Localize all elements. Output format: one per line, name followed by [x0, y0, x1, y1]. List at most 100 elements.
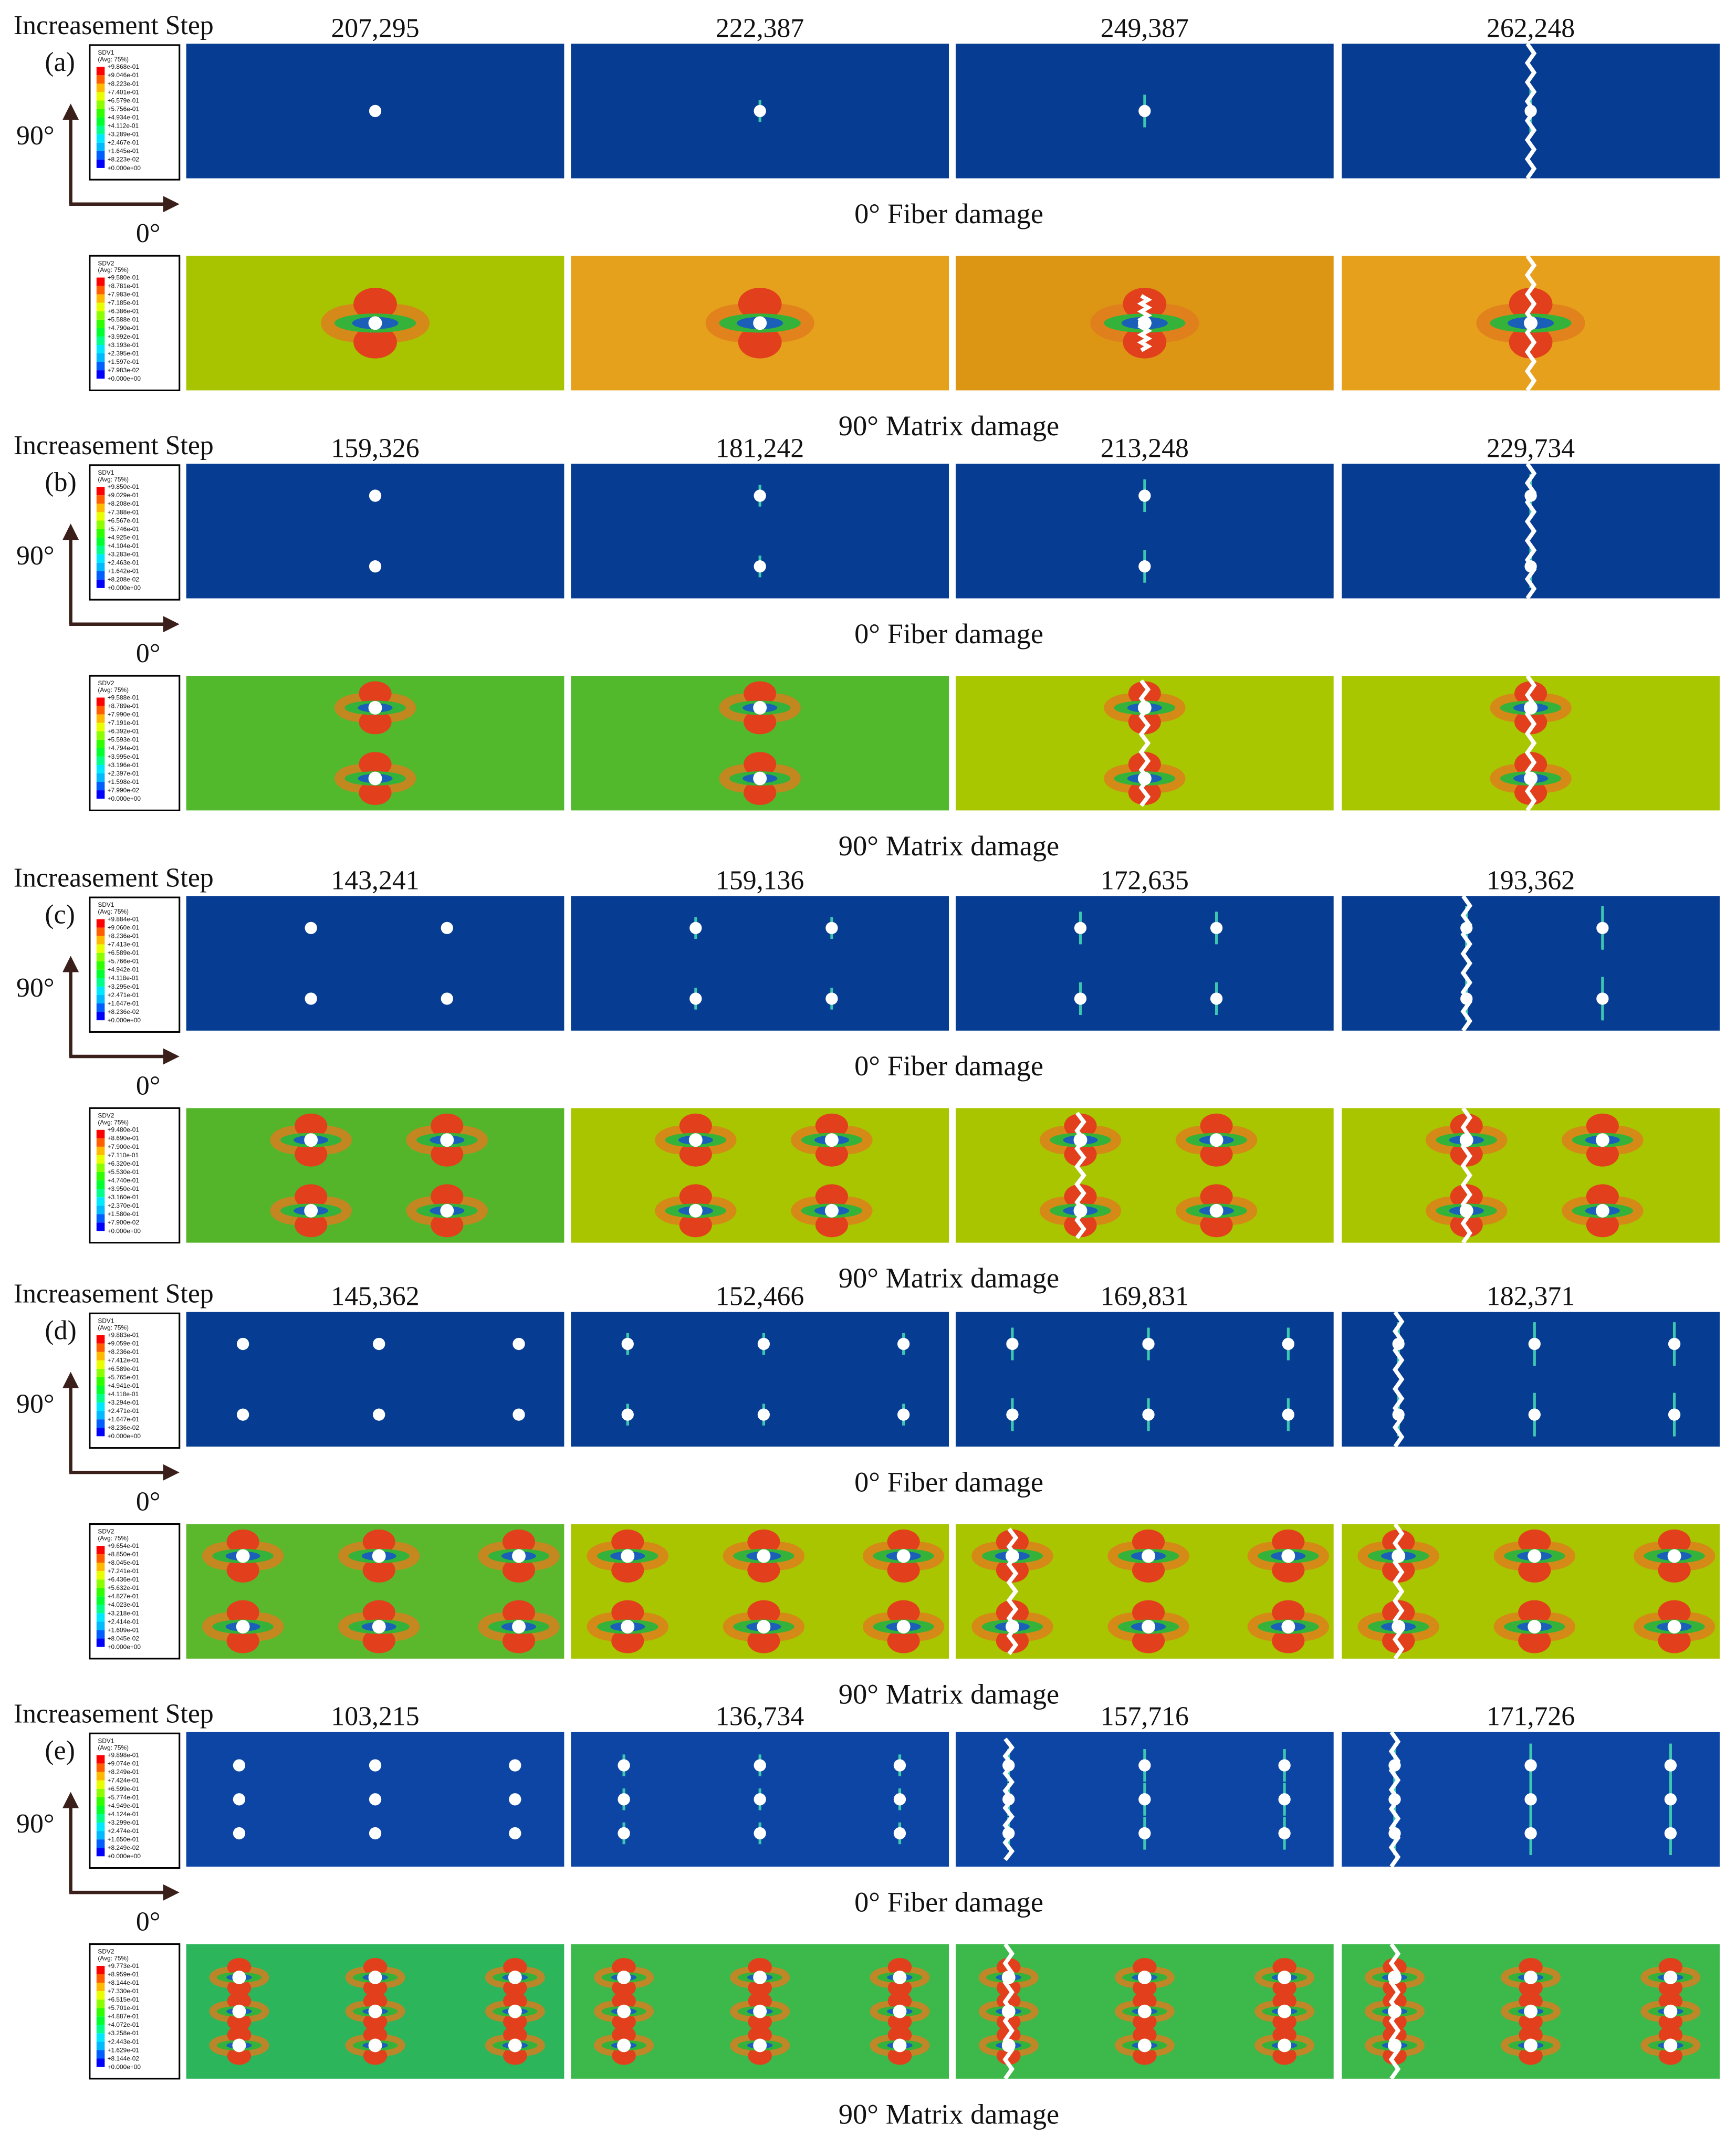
hole: [512, 1549, 526, 1563]
crack: [1524, 43, 1537, 180]
damage-lobe: [611, 1529, 644, 1554]
hole: [368, 2004, 382, 2018]
legend-value: +5.588e-01: [108, 316, 140, 323]
hole: [232, 1971, 246, 1984]
panel-label: (a): [45, 47, 75, 77]
legend-title: SDV1: [98, 901, 114, 908]
damage-lobe: [363, 1992, 388, 2010]
legend-swatch: [96, 739, 105, 748]
axis-label-horizontal: 0°: [136, 1487, 161, 1517]
damage-lobe: [362, 1558, 395, 1583]
hole: [1074, 922, 1087, 934]
hole: [825, 922, 838, 934]
damage-lobe: [359, 709, 392, 735]
damage-lobe: [1658, 1628, 1691, 1653]
legend-swatch: [96, 1596, 105, 1605]
hole: [372, 1620, 386, 1634]
hole: [368, 771, 382, 786]
hole: [1664, 1827, 1677, 1840]
hole: [757, 1549, 771, 1563]
legend-swatch: [96, 83, 105, 92]
hole: [618, 1793, 630, 1806]
hole: [369, 1759, 382, 1772]
hole: [893, 1827, 906, 1840]
legend-swatch: [96, 1012, 105, 1021]
legend-value: +2.414e-01: [108, 1618, 140, 1625]
legend-swatch: [96, 487, 105, 496]
legend-value: +7.241e-01: [108, 1567, 140, 1575]
damage-lobe: [503, 1978, 527, 1997]
panel-label: (e): [45, 1735, 75, 1765]
matrix-cell: [955, 1943, 1334, 2080]
legend-swatch: [96, 1368, 105, 1377]
damage-lobe: [226, 1600, 259, 1625]
legend-swatch: [96, 1571, 105, 1580]
legend-swatch: [96, 1755, 105, 1764]
legend-swatch: [96, 2058, 105, 2067]
legend-swatch: [96, 546, 105, 554]
axis-label-horizontal: 0°: [136, 1907, 161, 1937]
hole: [1528, 1549, 1542, 1563]
legend-value: +3.995e-01: [108, 753, 140, 760]
damage-lobe: [431, 1113, 464, 1138]
damage-lobe: [1272, 2047, 1296, 2065]
legend-swatch: [96, 151, 105, 160]
step-value: 193,362: [1487, 866, 1575, 896]
legend-value: +7.900e-01: [108, 1143, 140, 1150]
hole: [1278, 1827, 1291, 1840]
legend-swatch: [96, 537, 105, 546]
hole: [509, 1827, 521, 1840]
fiber-cell: [571, 464, 949, 599]
legend-swatch: [96, 1579, 105, 1588]
legend-value: +9.883e-01: [108, 1332, 140, 1339]
damage-lobe: [1658, 2026, 1683, 2044]
damage-lobe: [227, 1957, 252, 1976]
legend-swatch: [96, 1419, 105, 1428]
legend-swatch: [96, 319, 105, 328]
step-value: 213,248: [1101, 433, 1189, 463]
hole: [1524, 1827, 1537, 1840]
damage-lobe: [887, 2026, 912, 2044]
legend-subtitle: (Avg: 75%): [98, 476, 129, 483]
legend-swatch: [96, 2016, 105, 2025]
legend-value: +0.000e+00: [108, 2063, 141, 2070]
hole: [305, 922, 317, 934]
legend-swatch: [96, 773, 105, 782]
damage-lobe: [679, 1212, 712, 1238]
fiber-field: [571, 896, 949, 1031]
fiber-caption: 0° Fiber damage: [854, 618, 1043, 650]
hole: [1142, 1408, 1155, 1421]
hole: [1596, 992, 1609, 1005]
legend-value: +9.654e-01: [108, 1542, 140, 1549]
matrix-cell: [955, 1108, 1334, 1243]
legend-value: +8.781e-01: [108, 282, 140, 290]
legend-value: +2.471e-01: [108, 1407, 140, 1415]
legend-value: +7.983e-01: [108, 291, 140, 298]
damage-lobe: [227, 1992, 252, 2010]
legend-swatch: [96, 1129, 105, 1138]
damage-lobe: [502, 1628, 536, 1653]
legend-swatch: [96, 286, 105, 295]
damage-lobe: [738, 326, 782, 359]
legend-swatch: [96, 504, 105, 512]
step-title: Increasement Step: [14, 1699, 214, 1729]
legend-swatch: [96, 919, 105, 928]
legend-swatch: [96, 142, 105, 151]
damage-lobe: [748, 1978, 772, 1997]
matrix-caption: 90° Matrix damage: [839, 410, 1059, 442]
legend-value: +5.632e-01: [108, 1584, 140, 1591]
hole: [621, 1620, 635, 1634]
legend-swatch: [96, 1991, 105, 2000]
legend-swatch: [96, 1360, 105, 1369]
hole: [1524, 1759, 1537, 1772]
hole: [369, 104, 382, 118]
legend-value: +7.413e-01: [108, 941, 140, 948]
legend-swatch: [96, 1839, 105, 1848]
legend-value: +8.850e-01: [108, 1551, 140, 1558]
fiber-field: [186, 896, 564, 1031]
damage-lobe: [679, 1184, 712, 1209]
hole: [754, 560, 766, 573]
legend-value: +2.397e-01: [108, 770, 140, 777]
damage-lobe: [1658, 1992, 1683, 2010]
damage-lobe: [363, 2047, 388, 2065]
